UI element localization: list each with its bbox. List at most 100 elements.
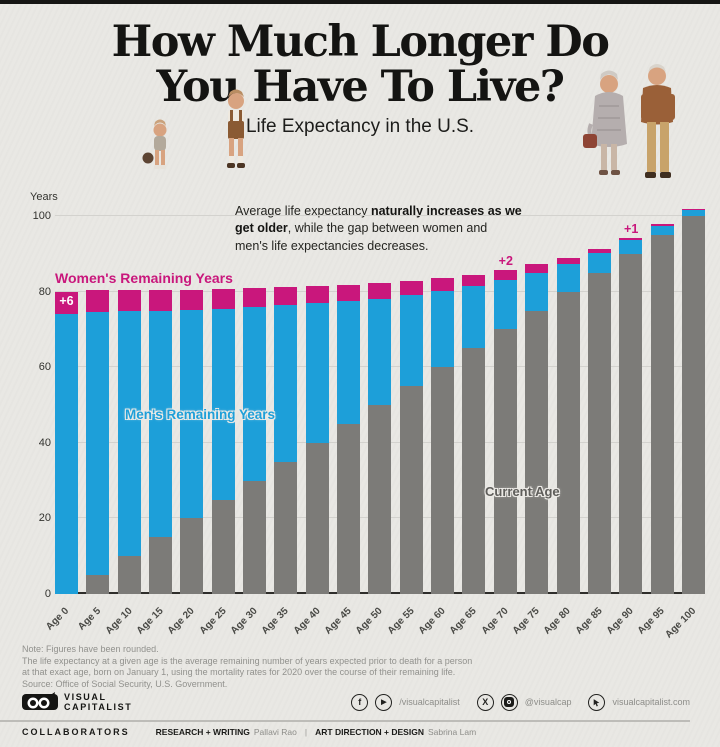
segment-men-remaining: [650, 225, 674, 235]
y-axis-title: Years: [30, 191, 58, 203]
segment-men-remaining: [86, 311, 110, 576]
segment-men-remaining: [305, 303, 329, 443]
segment-men-remaining: [274, 305, 298, 462]
x-tick-age-55: Age 55: [385, 605, 417, 637]
page-subtitle: Life Expectancy in the U.S.: [245, 116, 475, 138]
segment-current-age: [117, 556, 141, 594]
segment-current-age: [462, 348, 486, 594]
segment-women-gap: [368, 283, 392, 299]
gap-callout: +6: [59, 294, 74, 309]
visual-capitalist-logo[interactable]: VISUAL CAPITALIST: [22, 690, 132, 714]
x-tick-age-20: Age 20: [165, 605, 197, 637]
plot-area: 0 20 40 60 80 100 +6 +2 +1 Women's Remaining Ye…: [33, 197, 705, 600]
segment-men-remaining: [55, 313, 78, 594]
segment-current-age: [211, 499, 235, 594]
credit-name: Pallavi Rao: [253, 727, 297, 737]
segment-current-age: [650, 234, 674, 594]
segment-men-remaining: [587, 253, 611, 273]
segment-women-gap: [86, 290, 110, 312]
chart: Years Average life expectancy naturally …: [0, 189, 720, 641]
segment-women-gap: [274, 287, 298, 306]
note-line: The life expectancy at a given age is th…: [22, 655, 473, 666]
note-line: at that exact age, born on January 1, us…: [22, 667, 456, 677]
x-twitter-icon[interactable]: X: [476, 693, 494, 711]
instagram-icon[interactable]: [500, 693, 518, 711]
segment-current-age: [243, 480, 267, 594]
bar-age-95: [650, 224, 674, 594]
segment-current-age: [525, 310, 549, 594]
legend-men-remaining-years: Men's Remaining Years: [125, 407, 276, 422]
segment-women-gap: [55, 292, 78, 314]
segment-men-remaining: [117, 311, 141, 557]
x-tick-age-25: Age 25: [197, 605, 229, 637]
x-tick-age-60: Age 60: [416, 605, 448, 637]
segment-current-age: [619, 253, 643, 594]
gap-callout: +1: [624, 221, 639, 236]
x-tick-age-85: Age 85: [573, 605, 605, 637]
bar-age-90: +1: [619, 222, 643, 594]
bar-age-40: [305, 286, 329, 594]
annotation-post: , while the gap between women and men's …: [235, 221, 488, 253]
instagram-glyph: [504, 697, 515, 707]
gap-callout: +2: [498, 254, 513, 269]
header: How Much Longer Do You Have To Live? Lif…: [0, 4, 720, 189]
segment-women-gap: [619, 237, 643, 241]
y-tick-label: 100: [32, 210, 51, 222]
bars: +6 +2 +1: [55, 197, 705, 594]
x-axis-labels: Age 0 Age 5 Age 10 Age 15 Age 20 Age 25 Age 30…: [45, 596, 705, 641]
logo-line2: CAPITALIST: [64, 702, 133, 712]
x-tick-age-100: Age 100: [663, 605, 699, 641]
segment-men-remaining: [149, 311, 173, 538]
x-tick-age-80: Age 80: [542, 605, 574, 637]
segment-women-gap: [650, 224, 674, 226]
segment-women-gap: [399, 281, 423, 296]
social-handle-fb-yt: /visualcapitalist: [399, 697, 460, 707]
segment-current-age: [368, 405, 392, 594]
bar-age-65: [462, 274, 486, 594]
x-tick-age-70: Age 70: [479, 605, 511, 637]
x-tick-age-65: Age 65: [448, 605, 480, 637]
page-title-line2: You Have To Live?: [156, 61, 566, 112]
x-tick-age-15: Age 15: [134, 605, 166, 637]
segment-women-gap: [525, 264, 549, 273]
segment-men-remaining: [399, 295, 423, 387]
segment-women-gap: [117, 290, 141, 312]
youtube-icon[interactable]: ▶: [375, 693, 393, 711]
collaborators-row: COLLABORATORS RESEARCH + WRITING Pallavi…: [22, 727, 700, 737]
bar-age-75: [525, 264, 549, 594]
segment-women-gap: [305, 286, 329, 304]
segment-women-gap: [587, 248, 611, 254]
bar-age-70: +2: [493, 254, 517, 594]
gridline-100: [55, 215, 705, 216]
segment-current-age: [149, 537, 173, 594]
figurines-children: [138, 88, 263, 189]
bar-age-80: [556, 257, 580, 594]
social-handle-x-ig: @visualcap: [524, 697, 572, 707]
facebook-icon[interactable]: f: [351, 693, 369, 711]
segment-men-remaining: [368, 298, 392, 405]
chart-annotation: Average life expectancy naturally increa…: [235, 203, 523, 255]
annotation-bold: naturally increases as we get older: [235, 204, 522, 236]
segment-men-remaining: [681, 209, 705, 216]
y-tick-label: 20: [38, 512, 51, 525]
cursor-icon[interactable]: [588, 693, 606, 711]
segment-women-gap: [493, 270, 517, 280]
segment-men-remaining: [493, 279, 517, 330]
bar-age-45: [337, 285, 361, 594]
footnotes: Note: Figures have been rounded. The lif…: [0, 641, 720, 690]
segment-men-remaining: [211, 308, 235, 500]
segment-men-remaining: [337, 301, 361, 424]
segment-men-remaining: [180, 310, 204, 519]
credit-separator: |: [304, 727, 308, 737]
credit-name: Sabrina Lam: [427, 727, 477, 737]
segment-women-gap: [149, 290, 173, 312]
x-tick-age-40: Age 40: [291, 605, 323, 637]
legend-women-remaining-years: Women's Remaining Years: [55, 270, 233, 286]
bar-age-5: [86, 290, 110, 594]
segment-current-age: [587, 272, 611, 594]
y-tick-label: 80: [38, 285, 51, 298]
footer-divider: [0, 720, 690, 722]
website-link[interactable]: visualcapitalist.com: [612, 697, 690, 707]
figurines-elderly-couple: [581, 62, 686, 189]
credit-role: RESEARCH + WRITING: [155, 727, 250, 737]
